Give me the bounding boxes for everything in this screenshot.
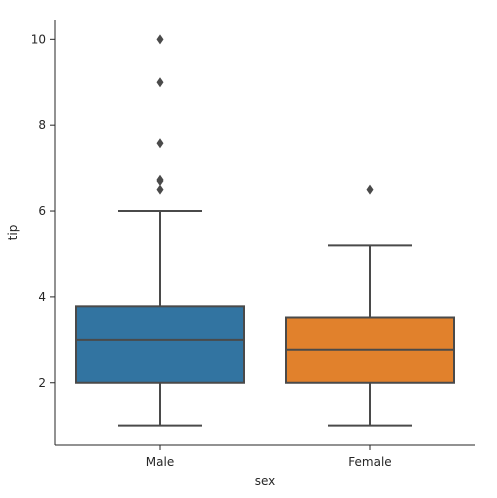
y-axis-label: tip bbox=[6, 225, 20, 241]
y-tick-label: 10 bbox=[31, 32, 46, 46]
x-tick-label: Male bbox=[146, 455, 174, 469]
outlier-point bbox=[156, 138, 164, 149]
outlier-point bbox=[156, 77, 164, 88]
outlier-point bbox=[366, 184, 374, 195]
boxes-layer bbox=[75, 34, 455, 427]
outlier-point bbox=[156, 184, 164, 195]
y-tick-label: 2 bbox=[38, 376, 46, 390]
y-tick-label: 6 bbox=[38, 204, 46, 218]
outlier-point bbox=[156, 175, 164, 186]
y-ticks: 2 4 6 8 10 bbox=[31, 32, 55, 390]
y-tick-label: 4 bbox=[38, 290, 46, 304]
x-tick-label: Female bbox=[348, 455, 391, 469]
outlier-point bbox=[156, 34, 164, 45]
y-tick-label: 8 bbox=[38, 118, 46, 132]
x-ticks: Male Female bbox=[146, 445, 392, 469]
box-male bbox=[75, 34, 245, 427]
x-axis-label: sex bbox=[255, 474, 276, 488]
axes-layer bbox=[54, 20, 475, 446]
box-iqr bbox=[75, 305, 245, 384]
box-female bbox=[285, 184, 455, 427]
